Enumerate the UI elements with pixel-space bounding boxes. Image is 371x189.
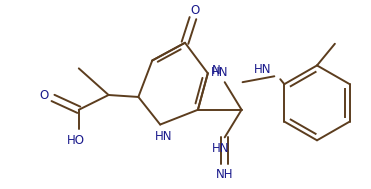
Text: HN: HN [212, 142, 230, 155]
Text: HO: HO [67, 134, 85, 147]
Text: HN: HN [211, 66, 229, 79]
Text: HN: HN [154, 130, 172, 143]
Text: NH: NH [216, 168, 233, 181]
Text: O: O [39, 89, 49, 102]
Text: HN: HN [254, 63, 271, 76]
Text: O: O [190, 4, 200, 17]
Text: N: N [211, 64, 220, 77]
